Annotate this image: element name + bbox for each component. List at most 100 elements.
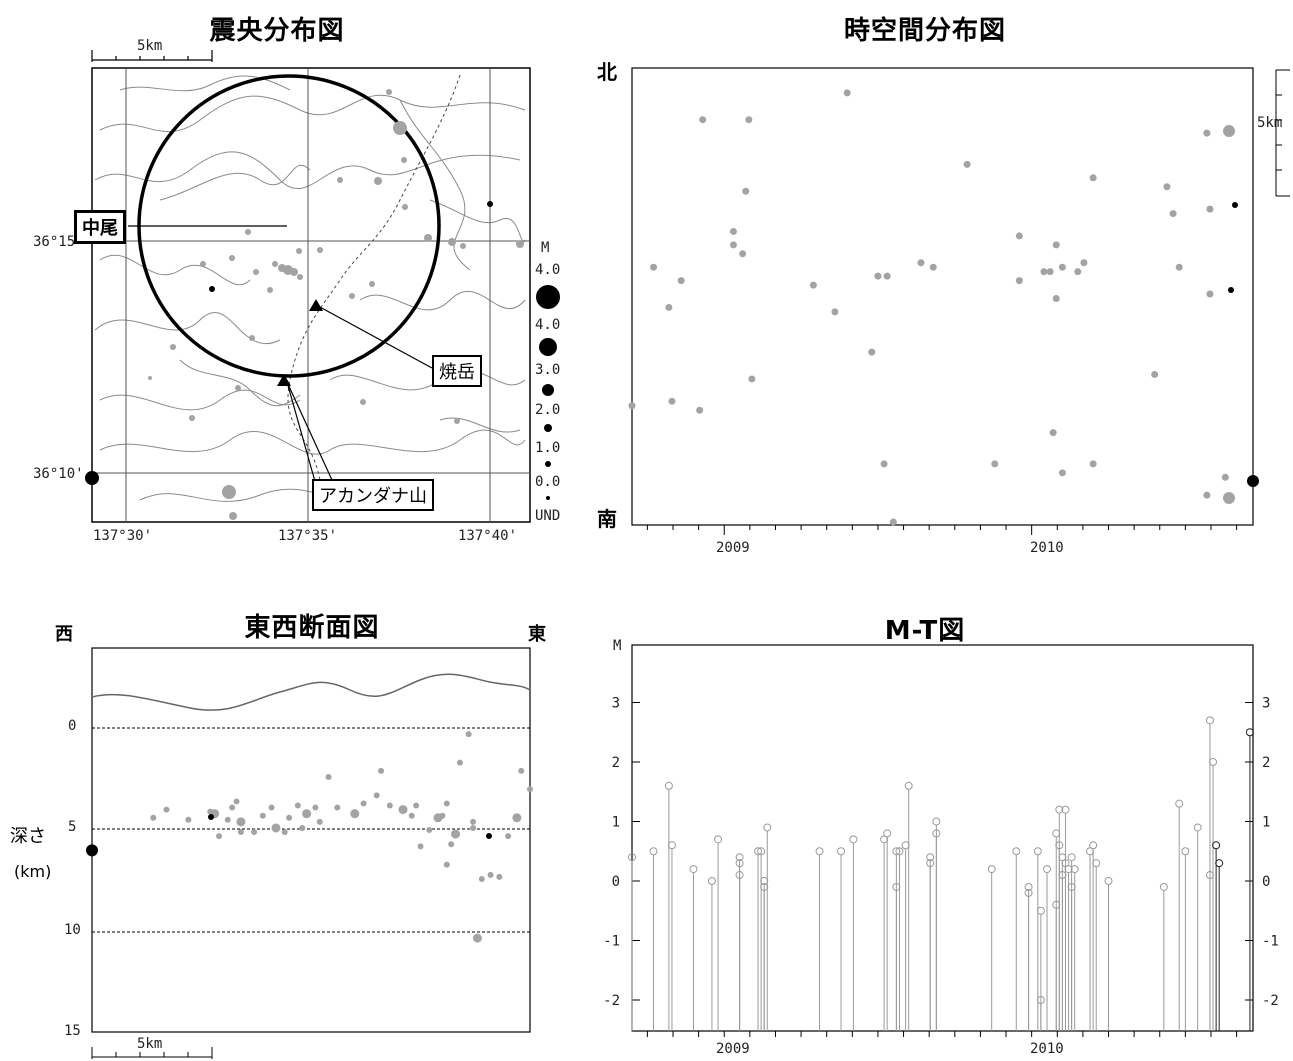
st-point-24 [991, 460, 999, 468]
cs-point-49 [505, 833, 512, 840]
mt-point-28 [932, 829, 941, 838]
cs-point-11 [237, 829, 244, 836]
st-point-16 [868, 348, 876, 356]
st-point-20 [889, 518, 897, 526]
mt-xtick-2010: 2010 [1030, 1041, 1064, 1057]
cs-ytick-0: 0 [68, 718, 77, 734]
legend-label-6: 0.0 [535, 474, 561, 490]
mt-point-10 [754, 847, 763, 856]
st-point-14 [831, 308, 839, 316]
st-point-41 [1169, 210, 1177, 218]
mt-ytick-label-right: -1 [1262, 934, 1279, 950]
depth-unit-label: (km) [14, 862, 52, 881]
cs-point-9 [233, 798, 240, 805]
mt-point-29 [987, 865, 996, 874]
mt-point-39 [1055, 805, 1064, 814]
mt-point-1 [649, 847, 658, 856]
mt-point-20 [892, 847, 901, 856]
mt-title: M-T図 [884, 616, 966, 646]
st-point-38 [1151, 370, 1159, 378]
cs-point-44 [470, 824, 477, 831]
mt-point-54 [1175, 799, 1184, 808]
mt-ytick-label-right: 0 [1262, 874, 1270, 890]
mt-ytick-label-left: 0 [612, 874, 620, 890]
st-point-3 [668, 397, 676, 405]
legend-label-3: 3.0 [535, 362, 561, 378]
mt-point-33 [1033, 847, 1042, 856]
cs-point-24 [334, 804, 341, 811]
st-point-6 [699, 116, 707, 124]
cs-point-29 [386, 802, 393, 809]
cs-point-8 [229, 804, 236, 811]
cs-point-34 [426, 827, 433, 833]
cs-point-26 [360, 800, 367, 807]
mt-point-61 [1215, 859, 1224, 868]
mt-point-48 [1070, 865, 1079, 874]
st-point-9 [739, 250, 747, 258]
space-time-plot [628, 67, 1290, 535]
mt-point-62 [1245, 728, 1254, 737]
cs-point-black-2 [208, 814, 214, 820]
map-grid [92, 68, 530, 522]
st-point-black-3 [1247, 475, 1259, 487]
st-point-39 [1175, 263, 1183, 271]
st-point-27 [1040, 268, 1048, 276]
cs-point-18 [294, 802, 301, 809]
cs-ytick-10: 10 [64, 922, 81, 938]
cs-point-25 [350, 809, 360, 819]
yakedake-marker-icon [309, 299, 323, 311]
mt-ytick-label-left: -1 [603, 934, 620, 950]
legend-label-7: UND [535, 508, 561, 524]
cs-point-38 [448, 841, 455, 848]
st-point-44 [1206, 205, 1214, 213]
cs-point-50 [512, 813, 522, 823]
mt-point-34 [1036, 906, 1045, 915]
cs-ytick-5: 5 [68, 819, 77, 835]
cs-point-36 [439, 812, 446, 819]
space-time-title: 時空間分布図 [843, 16, 1006, 46]
mt-point-53 [1159, 882, 1168, 891]
st-point-17 [874, 272, 882, 280]
callout-yakedake: 焼岳 [432, 355, 482, 387]
mt-point-59 [1209, 758, 1218, 766]
cs-point-16 [281, 829, 288, 836]
lat-label-1: 36°15' [33, 234, 84, 250]
legend-label-2: 4.0 [535, 317, 561, 333]
st-point-29 [1052, 241, 1060, 249]
cs-point-23 [325, 773, 332, 780]
cs-point-3 [185, 816, 192, 823]
cs-point-40 [451, 829, 461, 839]
st-point-30 [1052, 295, 1060, 302]
st-xtick-2009: 2009 [716, 540, 750, 556]
st-point-31 [1058, 263, 1066, 271]
mt-point-16 [837, 847, 846, 856]
depth-label: 深さ [10, 826, 46, 847]
mt-point-52 [1104, 877, 1113, 885]
st-point-43 [1203, 491, 1211, 499]
st-point-11 [742, 187, 750, 195]
cs-point-black-3 [486, 833, 492, 839]
mt-point-46 [1067, 853, 1076, 862]
mt-point-36 [1043, 865, 1052, 874]
st-scale-bar [1275, 69, 1290, 197]
cs-point-42 [456, 759, 463, 766]
st-point-10 [745, 116, 753, 124]
south-label: 南 [597, 507, 617, 531]
st-scale-label: 5km [1257, 115, 1283, 131]
mt-point-26 [926, 859, 935, 868]
st-point-1 [650, 263, 658, 271]
callout-akandana: アカンダナ山 [312, 479, 434, 511]
mt-point-51 [1092, 859, 1101, 868]
st-point-4 [677, 277, 685, 285]
st-point-black-1 [1232, 202, 1238, 208]
st-point-37 [1089, 460, 1097, 468]
st-point-33 [1058, 469, 1066, 477]
cs-point-20 [302, 809, 312, 819]
mt-point-30 [1012, 847, 1021, 856]
st-point-19 [880, 460, 888, 468]
mt-point-24 [904, 781, 913, 790]
cs-point-45 [472, 933, 482, 943]
st-point-18 [883, 272, 891, 280]
cs-point-22 [316, 818, 323, 825]
cross-section-plot [86, 647, 533, 1059]
